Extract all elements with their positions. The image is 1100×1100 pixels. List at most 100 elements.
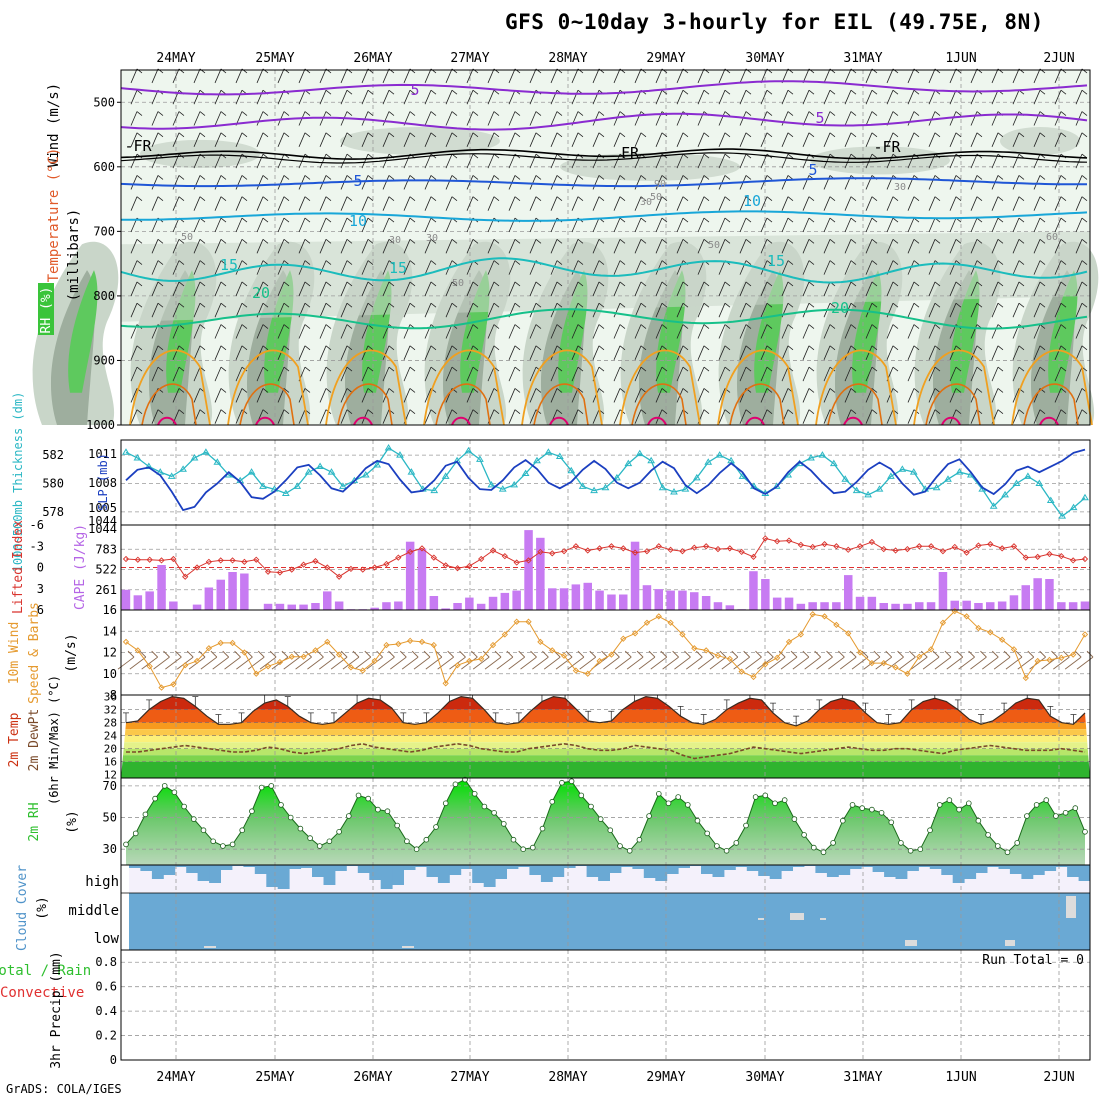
cloud-gap [1066, 896, 1076, 918]
wind-barb [634, 132, 647, 147]
wind-barb [466, 281, 479, 297]
wind-barb [172, 366, 185, 382]
wind-barb [592, 111, 605, 126]
wind-barb [907, 366, 920, 382]
thickness-axis-label: 1000~500mb Thickness (dm) [11, 392, 25, 573]
minmax-whisker [978, 714, 985, 725]
wind-barb [130, 238, 143, 254]
wind-barb [718, 281, 731, 297]
date-label-top: 26MAY [353, 51, 392, 66]
wind-barb [382, 345, 395, 360]
lifted-index-marker [264, 568, 272, 575]
wind-barb [277, 366, 290, 382]
lifted-index-marker [134, 556, 141, 563]
lifted-index-marker [288, 566, 295, 573]
rh-contour-label: 30 [389, 235, 401, 246]
cloud-high-bar [586, 865, 599, 877]
wind-barb [130, 175, 143, 190]
wind-barb [214, 281, 227, 297]
wind-barb [886, 132, 899, 147]
wind-barb [970, 217, 983, 233]
wind10m-barb [993, 650, 1011, 670]
wind-barb [802, 281, 815, 297]
cape-bar [382, 602, 391, 610]
wind-barb [424, 132, 437, 147]
wind10m-marker [324, 638, 331, 646]
cape-bar [844, 575, 853, 610]
wind10m-marker [158, 684, 165, 691]
cloud-high-bar [609, 865, 622, 873]
lifted-index-marker [501, 553, 509, 560]
wind-barb [214, 260, 227, 275]
wind-barb [739, 302, 752, 318]
rh-contour-label: 50 [650, 192, 662, 203]
wind-barb [697, 281, 710, 297]
isotherm-hot [255, 416, 275, 426]
wind-barb [466, 153, 479, 169]
thickness-marker [887, 472, 895, 479]
cloud-high-bar [140, 865, 153, 871]
wind-barb [928, 132, 941, 147]
thickness-marker [1024, 472, 1032, 479]
wind10m-axis-unit: (m/s) [64, 633, 79, 672]
wind10m-barb [970, 650, 987, 670]
cape-bar [323, 591, 332, 610]
wind-barb [991, 217, 1004, 233]
thickness-marker [692, 473, 701, 481]
rh2m-marker [142, 811, 149, 818]
cloud-high-bar [163, 865, 176, 875]
dewpt-axis-label: 2m DewPt [27, 709, 42, 772]
lifted-index-marker [702, 543, 710, 550]
wind-barb [571, 196, 584, 211]
rh-legend-swatch [38, 283, 54, 335]
wind-barb [487, 281, 500, 297]
rh2m-marker [559, 779, 565, 786]
rh2m-marker [743, 822, 749, 829]
thickness-marker [715, 451, 724, 458]
wind-barb [844, 111, 857, 126]
thickness-marker [704, 458, 713, 465]
wind-barb [1033, 217, 1046, 233]
wind-barb [991, 366, 1004, 382]
rh2m-marker [268, 783, 275, 789]
cloud-high-bar [929, 865, 942, 869]
wind-barb [844, 196, 857, 211]
thickness-marker [1058, 512, 1067, 519]
wind-barb [1054, 217, 1067, 233]
wind10m-marker [939, 619, 947, 626]
temp-tick-label: 32 [104, 704, 117, 717]
wind-barb [361, 196, 374, 211]
wind-barb [424, 175, 437, 190]
lifted-index-marker [395, 554, 402, 561]
wind10m-marker [335, 651, 343, 658]
rh-upper-patch [140, 139, 260, 168]
wind-barb [571, 345, 584, 360]
wind-barb [739, 238, 752, 254]
wind-barb [424, 302, 437, 318]
lifted-index-marker [407, 548, 414, 556]
wind-barb [907, 111, 920, 126]
wind-barb [571, 175, 584, 190]
wind-barb [865, 388, 878, 403]
temperature-axis-label: Temperature (°C) [46, 148, 62, 283]
rh2m-marker [239, 827, 246, 833]
wind-barb [256, 175, 269, 190]
wind-barb [382, 175, 395, 190]
cloud-high-bar [678, 865, 690, 868]
wind-barb [676, 132, 689, 147]
wind-barb [592, 345, 605, 360]
wind-barb [697, 238, 710, 254]
cloud-high-bar [907, 865, 919, 871]
cape-bar [394, 601, 403, 610]
wind-barb [340, 302, 353, 318]
cloud-high-bar [437, 865, 450, 883]
date-label-bottom: 28MAY [548, 1070, 587, 1085]
temp-axis-unit: (6hr Min/Max) (°C) [47, 675, 61, 805]
thickness-marker [304, 468, 313, 475]
page-title: GFS 0~10day 3-hourly for EIL (49.75E, 8N… [505, 10, 1044, 34]
wind-barb [823, 217, 836, 233]
pressure-tick-label: 500 [93, 95, 115, 109]
wind-barb [655, 302, 668, 318]
rh2m-marker [927, 827, 933, 833]
wind-barb [802, 302, 815, 318]
